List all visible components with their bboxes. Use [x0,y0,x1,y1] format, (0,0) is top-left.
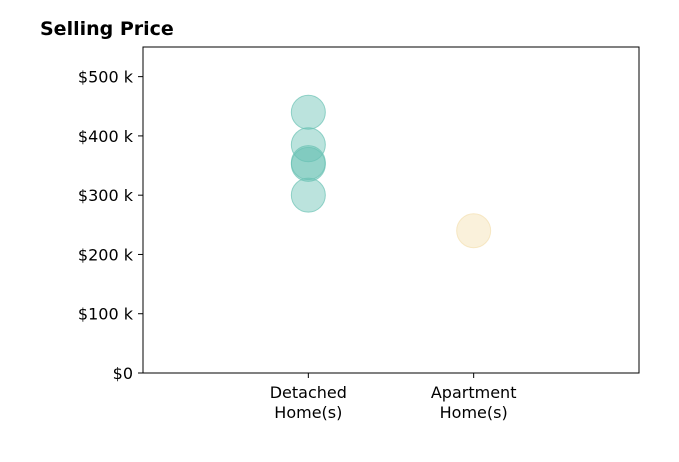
data-point [290,127,326,163]
y-tick-label: $400 k [78,127,134,146]
y-tick-label: $0 [113,364,133,383]
y-tick-label: $100 k [78,305,134,324]
y-tick-label: $500 k [78,68,134,87]
data-point [290,146,326,182]
x-tick-label: Apartment Home(s) [431,383,517,422]
data-point [456,213,492,249]
data-point [290,94,326,130]
x-tick-label: Detached Home(s) [270,383,347,422]
y-tick-label: $300 k [78,186,134,205]
plot-frame [142,46,640,374]
chart-title: Selling Price [40,18,174,40]
y-tick-label: $200 k [78,245,134,264]
data-point [290,177,326,213]
plot-area: $0 $100 k $200 k $300 k $400 k $500 k Detached… [78,46,640,422]
